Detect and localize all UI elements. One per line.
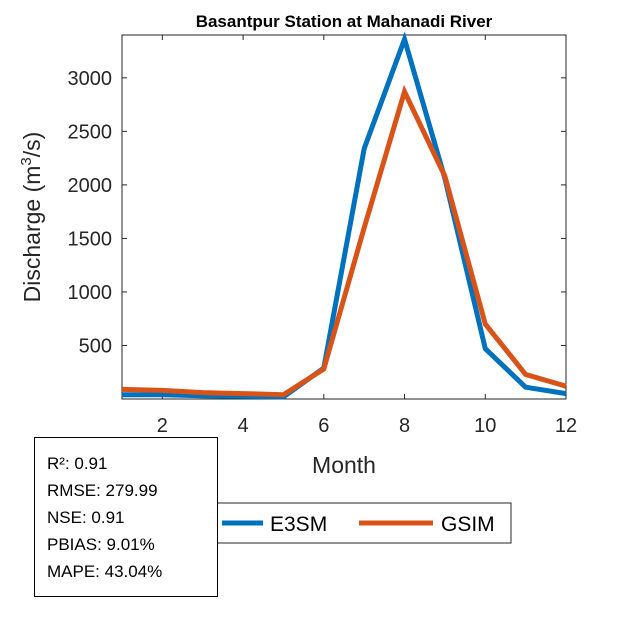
stats-box: R²: 0.91 RMSE: 279.99 NSE: 0.91 PBIAS: 9… [34,437,218,597]
y-axis-label: Discharge (m3/s) [18,132,45,303]
x-tick-label: 8 [399,415,410,437]
x-tick-label: 12 [555,415,577,437]
chart-title: Basantpur Station at Mahanadi River [196,12,493,31]
x-axis-label: Month [312,452,376,478]
stat-pbias: PBIAS: 9.01% [47,535,155,554]
y-tick-label: 1500 [68,228,113,250]
y-tick-label: 3000 [68,68,113,90]
y-tick-label: 2000 [68,175,113,197]
series-lines [121,31,567,400]
series-line-gsim [121,84,567,398]
y-axis-label-end: /s) [19,132,45,158]
x-tick-label: 2 [157,415,168,437]
x-axis: 2 4 6 8 10 12 [157,35,577,437]
series-line-e3sm [122,31,567,400]
legend-label-gsim: GSIM [441,513,495,536]
x-tick-label: 4 [238,415,249,437]
stat-mape: MAPE: 43.04% [47,562,163,581]
legend-label-e3sm: E3SM [270,513,327,536]
y-tick-label: 2500 [68,121,113,143]
y-tick-label: 500 [79,335,112,357]
legend: E3SM GSIM [215,502,512,544]
plot-area [121,34,567,400]
y-axis: 500 1000 1500 2000 2500 3000 [68,68,566,357]
stat-r2: R²: 0.91 [47,454,108,473]
y-tick-label: 1000 [68,282,113,304]
y-axis-label-superscript: 3 [18,157,35,165]
y-axis-label-main: Discharge (m [19,166,45,303]
stat-rmse: RMSE: 279.99 [47,481,158,500]
x-tick-label: 6 [318,415,329,437]
x-tick-label: 10 [474,415,496,437]
stat-nse: NSE: 0.91 [47,508,125,527]
